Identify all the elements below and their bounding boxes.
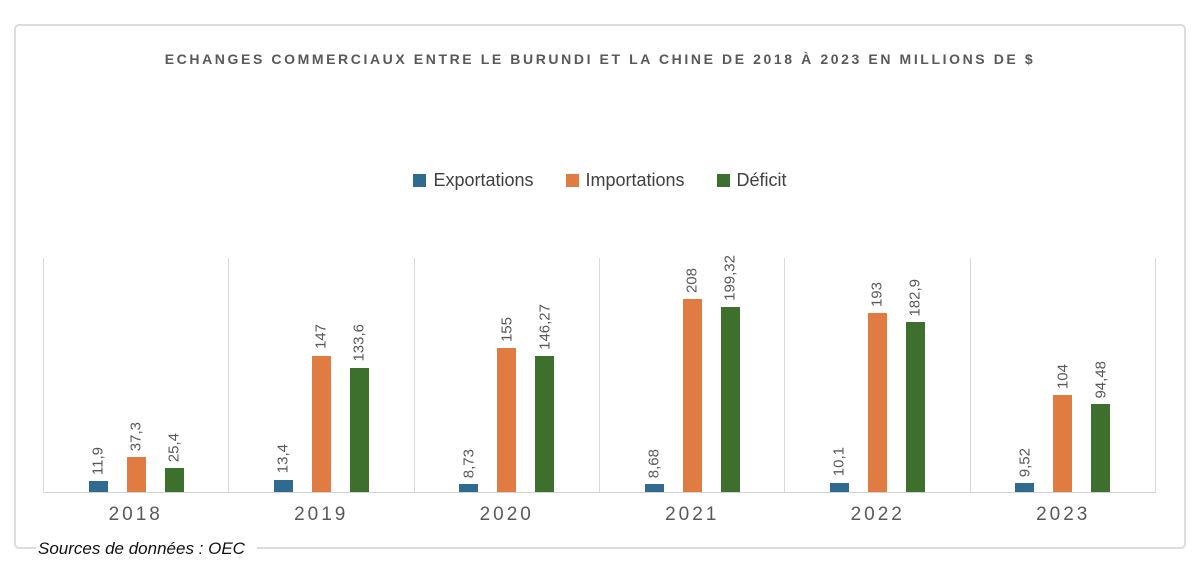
bar-value-label: 133,6 <box>351 324 368 362</box>
bar-deficit-2023: 94,48 <box>1091 361 1111 492</box>
legend-item: Déficit <box>716 170 787 191</box>
bar-importations-2021: 208 <box>682 268 702 492</box>
bar-value-text: 155 <box>498 316 516 342</box>
x-axis-label-2021: 2021 <box>665 504 720 525</box>
bar-value-label: 208 <box>684 268 701 293</box>
bar-value-text: 147 <box>312 324 330 350</box>
bar-value-text: 11,9 <box>89 446 107 475</box>
bar-value-text: 8,73 <box>460 448 478 478</box>
bar-value-label: 182,9 <box>907 279 924 317</box>
bar-value-text: 94,48 <box>1092 360 1110 399</box>
bar-group-2023: 9,52 104 94,48 <box>969 258 1155 492</box>
chart-frame: ECHANGES COMMERCIAUX ENTRE LE BURUNDI ET… <box>14 24 1186 549</box>
bar-importations-2022: 193 <box>867 282 887 492</box>
bar-value-label: 146,27 <box>536 304 553 350</box>
plot-area: 11,9 37,3 25,4 13,4 147 133,6 8,73 155 146,27 8,6… <box>43 255 1156 493</box>
x-axis-label-2020: 2020 <box>479 504 534 525</box>
legend-swatch-icon <box>565 174 579 187</box>
bar-value-label: 13,4 <box>275 444 292 473</box>
bar-group-2019: 13,4 147 133,6 <box>228 258 413 492</box>
bar-value-label: 199,32 <box>722 255 739 301</box>
bar-deficit-2021: 199,32 <box>720 255 740 492</box>
bar-exportations-2020: 8,73 <box>459 449 479 492</box>
bar-exportations-2023: 9,52 <box>1015 448 1035 492</box>
bar-importations-2023: 104 <box>1053 364 1073 492</box>
bar-value-label: 155 <box>498 317 515 342</box>
bar-value-label: 8,73 <box>460 449 477 478</box>
x-axis-label-2023: 2023 <box>1036 504 1091 525</box>
legend-label: Exportations <box>433 170 534 190</box>
x-axis-labels: 2018 2019 2020 2021 2022 2023 <box>43 504 1156 526</box>
bar-deficit-2019: 133,6 <box>349 324 369 492</box>
bar-value-text: 208 <box>683 267 701 293</box>
bar-value-label: 147 <box>313 324 330 349</box>
bar-exportations-2022: 10,1 <box>829 447 849 492</box>
bar-value-label: 9,52 <box>1016 448 1033 477</box>
bars-row: 8,68 208 199,32 <box>600 255 784 492</box>
bar-value-text: 199,32 <box>721 255 739 301</box>
chart-title: ECHANGES COMMERCIAUX ENTRE LE BURUNDI ET… <box>164 51 1036 67</box>
bar-value-text: 37,3 <box>127 422 145 452</box>
legend-label: Déficit <box>736 170 787 190</box>
legend-swatch-icon <box>716 174 730 187</box>
legend-swatch-icon <box>413 174 427 187</box>
bars-row: 11,9 37,3 25,4 <box>44 422 228 492</box>
bar-exportations-2018: 11,9 <box>88 447 108 492</box>
bar-deficit-2018: 25,4 <box>164 433 184 492</box>
bars-row: 8,73 155 146,27 <box>415 304 599 492</box>
bar-value-label: 11,9 <box>90 447 107 475</box>
legend-item: Exportations <box>413 170 534 191</box>
bar-exportations-2019: 13,4 <box>273 444 293 492</box>
bar-deficit-2022: 182,9 <box>905 279 925 492</box>
bar-value-text: 8,68 <box>645 448 663 478</box>
x-axis-label-2018: 2018 <box>108 504 163 525</box>
bars-row: 9,52 104 94,48 <box>971 361 1155 492</box>
bar-value-label: 193 <box>869 282 886 307</box>
source-note: Sources de données : OEC <box>36 536 257 562</box>
bar-importations-2020: 155 <box>497 317 517 492</box>
bar-value-label: 104 <box>1054 364 1071 389</box>
bar-group-2020: 8,73 155 146,27 <box>413 258 599 492</box>
bars-row: 13,4 147 133,6 <box>229 324 413 492</box>
bar-value-text: 182,9 <box>906 278 924 317</box>
legend: Exportations Importations Déficit <box>16 170 1184 191</box>
bar-group-2021: 8,68 208 199,32 <box>598 255 784 492</box>
bar-value-text: 104 <box>1054 364 1072 390</box>
bar-group-2022: 10,1 193 182,9 <box>784 258 969 492</box>
bar-value-text: 133,6 <box>350 324 368 362</box>
bar-value-label: 25,4 <box>166 433 183 462</box>
bar-exportations-2021: 8,68 <box>644 449 664 492</box>
bar-value-text: 10,1 <box>830 447 848 477</box>
bar-value-text: 9,52 <box>1016 448 1034 478</box>
bar-value-text: 25,4 <box>165 433 183 463</box>
legend-item: Importations <box>565 170 685 191</box>
bar-value-label: 10,1 <box>831 447 848 476</box>
bar-value-text: 13,4 <box>274 444 292 474</box>
x-axis-label-2022: 2022 <box>850 504 905 525</box>
x-axis-label-2019: 2019 <box>294 504 349 525</box>
bar-importations-2018: 37,3 <box>126 422 146 492</box>
bar-deficit-2020: 146,27 <box>535 304 555 492</box>
bar-value-text: 146,27 <box>536 304 554 351</box>
bar-value-label: 8,68 <box>646 449 663 478</box>
bar-group-2018: 11,9 37,3 25,4 <box>43 258 228 492</box>
bar-value-label: 94,48 <box>1092 361 1109 399</box>
bar-value-label: 37,3 <box>128 422 145 451</box>
bar-value-text: 193 <box>868 281 886 307</box>
bar-importations-2019: 147 <box>311 324 331 492</box>
bars-row: 10,1 193 182,9 <box>785 279 969 492</box>
legend-label: Importations <box>585 170 685 190</box>
